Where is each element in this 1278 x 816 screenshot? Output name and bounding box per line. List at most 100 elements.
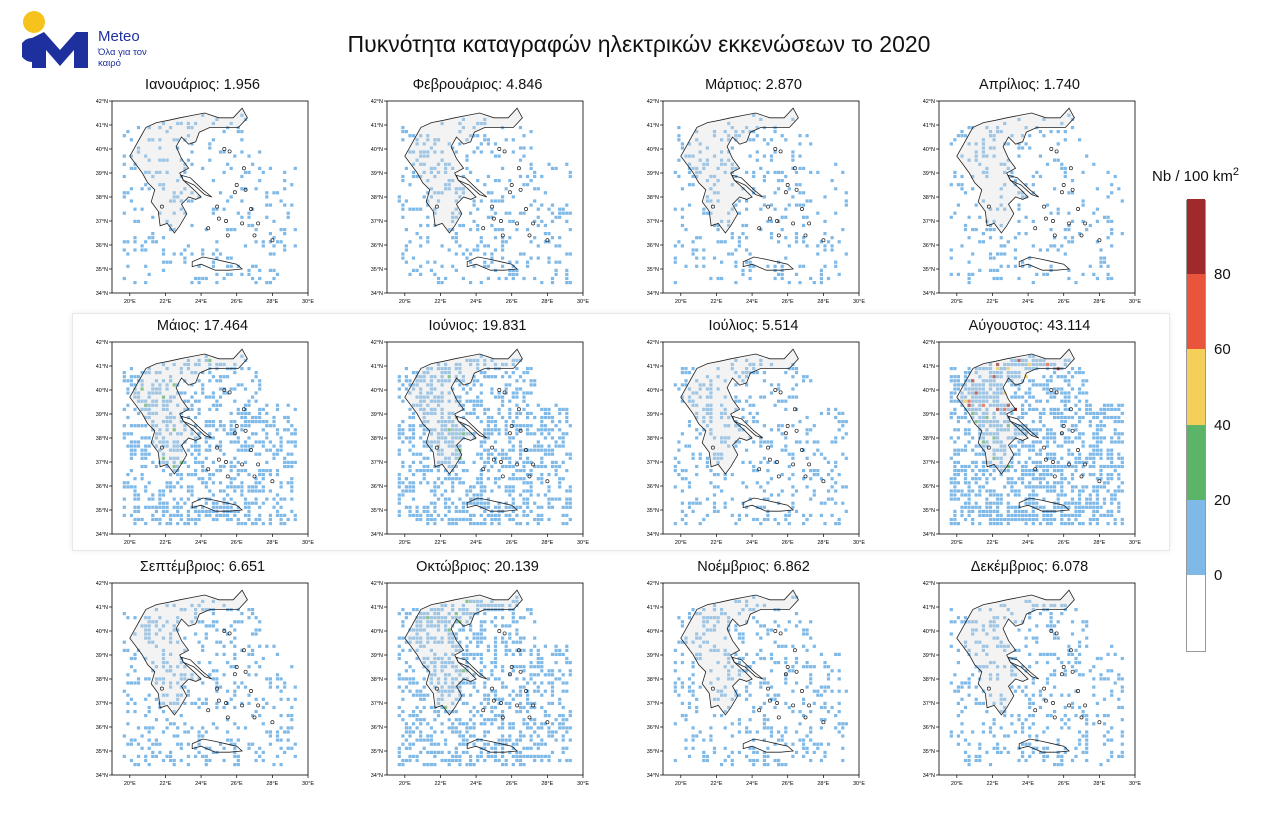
- brand-tagline: Όλα για τον καιρό: [98, 47, 147, 69]
- month-map: 34°N 35°N 36°N 37°N 38°N 39°N 40°N 41°N 42°N 20°E…: [371, 581, 590, 787]
- legend-seg-below-zero: [1187, 575, 1205, 651]
- euboea-outline: [455, 174, 488, 198]
- month-panel-title: Απρίλιος: 1.740: [978, 77, 1080, 93]
- lat-tick-label: 36°N: [371, 243, 383, 249]
- island-outline: [1042, 204, 1047, 209]
- month-panel-title: Σεπτέμβριος: 6.651: [139, 559, 266, 575]
- island-outline: [821, 720, 826, 725]
- island-outline: [785, 183, 790, 187]
- lat-tick-label: 34°N: [371, 532, 383, 538]
- lat-tick-label: 38°N: [371, 195, 383, 201]
- island-outline: [516, 407, 521, 412]
- island-outline: [215, 686, 220, 691]
- island-outline: [509, 424, 514, 428]
- island-outline: [234, 183, 239, 187]
- euboea-outline: [731, 656, 764, 680]
- lon-tick-label: 26°E: [782, 540, 794, 546]
- lon-tick-label: 30°E: [577, 781, 589, 787]
- lat-tick-label: 38°N: [96, 677, 108, 683]
- island-outline: [256, 462, 261, 467]
- month-panel-title: Μάιος: 17.464: [156, 318, 249, 334]
- lon-tick-label: 22°E: [986, 299, 998, 305]
- island-outline: [710, 204, 715, 209]
- island-outline: [1059, 190, 1064, 195]
- density-cells: [949, 113, 1124, 285]
- island-outline: [527, 233, 532, 238]
- month-map: 34°N 35°N 36°N 37°N 38°N 39°N 40°N 41°N 42°N 20°E…: [647, 340, 866, 546]
- lon-tick-label: 22°E: [434, 540, 446, 546]
- lon-tick-label: 20°E: [124, 299, 136, 305]
- legend-title: Nb / 100 km2: [1152, 166, 1239, 185]
- lat-tick-label: 40°N: [647, 629, 659, 635]
- lat-tick-label: 38°N: [647, 677, 659, 683]
- island-outline: [767, 457, 772, 462]
- euboea-outline: [1007, 656, 1040, 680]
- lat-tick-label: 42°N: [923, 340, 935, 346]
- island-outline: [481, 226, 486, 231]
- lat-tick-label: 34°N: [96, 773, 108, 779]
- island-outline: [803, 474, 808, 479]
- island-outline: [1079, 474, 1084, 479]
- island-outline: [785, 665, 790, 669]
- lat-tick-label: 37°N: [647, 219, 659, 225]
- island-outline: [516, 166, 521, 171]
- island-outline: [507, 190, 512, 195]
- lat-tick-label: 39°N: [371, 171, 383, 177]
- month-map: 34°N 35°N 36°N 37°N 38°N 39°N 40°N 41°N 42°N 20°E…: [647, 99, 866, 305]
- lat-tick-label: 41°N: [371, 605, 383, 611]
- lon-tick-label: 26°E: [782, 781, 794, 787]
- mainland-outline: [404, 589, 523, 716]
- island-outline: [1067, 703, 1072, 708]
- island-outline: [807, 462, 812, 467]
- lat-tick-label: 41°N: [96, 123, 108, 129]
- highlight-row-frame: [72, 313, 1170, 551]
- lat-tick-label: 40°N: [96, 629, 108, 635]
- lon-tick-label: 28°E: [541, 781, 553, 787]
- lon-tick-label: 26°E: [231, 299, 243, 305]
- island-outline: [1061, 183, 1066, 187]
- island-outline: [794, 187, 799, 192]
- month-panel-title: Ιούνιος: 19.831: [428, 318, 527, 334]
- lon-tick-label: 20°E: [675, 540, 687, 546]
- lat-tick-label: 38°N: [923, 436, 935, 442]
- island-outline: [252, 715, 257, 720]
- lat-tick-label: 35°N: [647, 267, 659, 273]
- island-outline: [243, 669, 248, 674]
- lon-tick-label: 20°E: [124, 781, 136, 787]
- island-outline: [227, 149, 232, 154]
- island-outline: [1076, 207, 1080, 211]
- lat-tick-label: 40°N: [647, 147, 659, 153]
- island-outline: [794, 428, 799, 433]
- crete-outline: [742, 256, 795, 271]
- island-outline: [524, 689, 528, 693]
- island-outline: [434, 445, 439, 450]
- lat-tick-label: 37°N: [96, 701, 108, 707]
- lat-tick-label: 36°N: [923, 725, 935, 731]
- lon-tick-label: 22°E: [159, 299, 171, 305]
- island-outline: [1083, 703, 1088, 708]
- lon-tick-label: 28°E: [266, 781, 278, 787]
- lat-tick-label: 35°N: [923, 267, 935, 273]
- lat-tick-label: 39°N: [96, 412, 108, 418]
- lat-tick-label: 42°N: [96, 581, 108, 587]
- island-outline: [206, 467, 211, 472]
- legend-seg: [1187, 349, 1205, 425]
- color-legend: Nb / 100 km2 0 20 40 60 80: [1140, 162, 1270, 662]
- island-outline: [243, 187, 248, 192]
- lat-tick-label: 41°N: [647, 123, 659, 129]
- lon-tick-label: 26°E: [506, 781, 518, 787]
- lon-tick-label: 28°E: [1093, 299, 1105, 305]
- meteo-logo[interactable]: Meteo Όλα για τον καιρό: [20, 10, 162, 72]
- island-outline: [206, 708, 211, 713]
- island-outline: [1051, 701, 1055, 705]
- island-outline: [490, 445, 495, 450]
- lon-tick-label: 28°E: [541, 540, 553, 546]
- lon-tick-label: 22°E: [710, 540, 722, 546]
- island-outline: [1043, 216, 1048, 221]
- island-outline: [527, 715, 532, 720]
- lat-tick-label: 34°N: [923, 291, 935, 297]
- island-outline: [518, 428, 523, 433]
- island-outline: [225, 233, 230, 238]
- lat-tick-label: 34°N: [647, 291, 659, 297]
- island-outline: [227, 631, 232, 636]
